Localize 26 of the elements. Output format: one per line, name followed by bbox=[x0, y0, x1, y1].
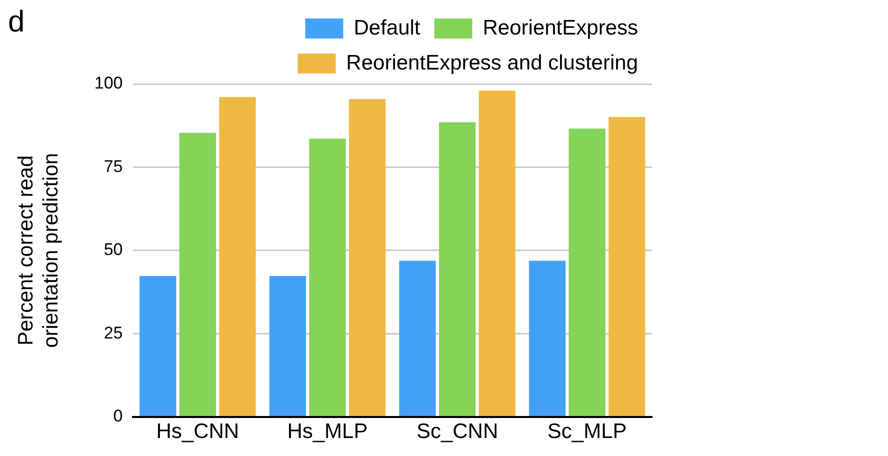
legend-label: Default bbox=[354, 16, 420, 40]
bar bbox=[269, 276, 306, 416]
x-tick-label: Hs_MLP bbox=[287, 420, 368, 444]
y-axis-title: Percent correct read orientation prediction bbox=[14, 152, 63, 348]
y-tick-label: 25 bbox=[104, 323, 123, 342]
bar bbox=[399, 260, 436, 416]
bar bbox=[438, 122, 476, 416]
y-tick-label: 100 bbox=[94, 74, 123, 93]
y-tick-label: 75 bbox=[104, 156, 123, 176]
x-tick-label: Hs_CNN bbox=[156, 420, 240, 444]
bar bbox=[309, 138, 346, 416]
bar bbox=[219, 96, 256, 416]
bar bbox=[568, 128, 606, 416]
bar bbox=[528, 260, 566, 416]
text: d bbox=[8, 5, 25, 38]
bar bbox=[608, 116, 646, 416]
y-tick-label: 50 bbox=[104, 240, 123, 260]
legend-label: ReorientExpress bbox=[482, 16, 638, 40]
bar bbox=[140, 276, 176, 416]
y-tick-label: 0 bbox=[113, 406, 123, 426]
x-tick-label: Sc_MLP bbox=[547, 420, 627, 444]
bar bbox=[179, 132, 216, 416]
bar bbox=[478, 90, 516, 416]
legend-label: ReorientExpress and clustering bbox=[346, 51, 638, 74]
bar bbox=[348, 98, 386, 416]
x-tick-label: Sc_CNN bbox=[416, 420, 498, 444]
